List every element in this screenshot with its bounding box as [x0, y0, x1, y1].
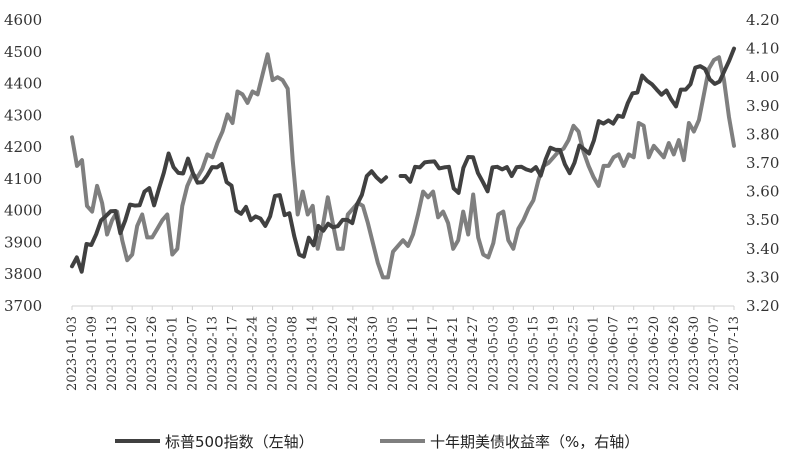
x-tick-label: 2023-02-17 [225, 316, 240, 391]
x-tick-label: 2023-05-15 [526, 316, 541, 391]
x-tick-label: 2023-04-11 [406, 316, 421, 391]
y-left-tick-label: 4200 [4, 138, 42, 156]
y-right-tick-label: 3.20 [746, 297, 779, 315]
x-tick-label: 2023-04-21 [446, 316, 461, 391]
x-tick-label: 2023-04-27 [466, 316, 481, 391]
x-tick-label: 2023-06-20 [647, 316, 662, 391]
y-left-tick-label: 4300 [4, 106, 42, 124]
y-right-tick-label: 3.80 [746, 125, 779, 143]
series-line-sp500 [70, 46, 736, 274]
x-tick-label: 2023-05-19 [546, 316, 561, 391]
y-left-tick-label: 4500 [4, 43, 42, 61]
y-left-axis: 3700 3800 3900 4000 4100 4200 4300 4400 4500 4600 [4, 11, 42, 315]
x-tick-label: 2023-06-30 [687, 316, 702, 391]
x-tick-label: 2023-02-13 [205, 316, 220, 391]
series-line-treasury [70, 52, 736, 280]
legend-label-treasury: 十年期美债收益率（%，右轴） [430, 433, 639, 451]
x-tick-label: 2023-03-14 [306, 316, 321, 391]
x-tick-label: 2023-01-03 [65, 316, 80, 391]
x-tick-label: 2023-02-24 [246, 316, 261, 391]
y-right-tick-label: 4.20 [746, 11, 779, 29]
y-right-tick-label: 3.30 [746, 268, 779, 286]
y-left-tick-label: 3700 [4, 297, 42, 315]
y-left-tick-label: 4000 [4, 202, 42, 220]
y-right-tick-label: 3.40 [746, 240, 779, 258]
x-tick-label: 2023-04-05 [386, 316, 401, 391]
x-tick-label: 2023-06-07 [607, 316, 622, 391]
legend-label-sp500: 标普500指数（左轴） [165, 433, 314, 451]
x-tick-label: 2023-03-08 [286, 316, 301, 391]
x-tick-label: 2023-01-20 [125, 316, 140, 391]
x-tick-label: 2023-05-03 [486, 316, 501, 391]
y-right-tick-label: 4.00 [746, 68, 779, 86]
x-tick-label: 2023-06-13 [627, 316, 642, 391]
plot-area [70, 46, 736, 280]
y-right-tick-label: 3.60 [746, 183, 779, 201]
x-tick-label: 2023-04-17 [426, 316, 441, 391]
y-right-tick-label: 3.70 [746, 154, 779, 172]
x-tick-label: 2023-03-20 [326, 316, 341, 391]
x-tick-label: 2023-02-07 [185, 316, 200, 391]
y-left-tick-label: 4100 [4, 170, 42, 188]
y-right-tick-label: 4.10 [746, 40, 779, 58]
x-tick-label: 2023-06-01 [587, 316, 602, 391]
y-left-tick-label: 4600 [4, 11, 42, 29]
x-tick-label: 2023-07-13 [727, 316, 742, 391]
y-right-axis: 3.20 3.30 3.40 3.50 3.60 3.70 3.80 3.90 4.00 4.10… [746, 11, 779, 315]
x-tick-label: 2023-01-26 [145, 316, 160, 391]
x-tick-label: 2023-02-01 [165, 316, 180, 391]
y-right-tick-label: 3.50 [746, 211, 779, 229]
legend: 标普500指数（左轴） 十年期美债收益率（%，右轴） [115, 433, 639, 451]
y-left-tick-label: 3900 [4, 233, 42, 251]
x-tick-label: 2023-06-26 [667, 316, 682, 391]
x-tick-label: 2023-01-09 [85, 316, 100, 391]
x-tick-label: 2023-03-30 [366, 316, 381, 391]
x-tick-label: 2023-05-09 [506, 316, 521, 391]
y-right-tick-label: 3.90 [746, 97, 779, 115]
x-tick-label: 2023-03-24 [346, 316, 361, 391]
x-tick-label: 2023-05-25 [567, 316, 582, 391]
x-tick-label: 2023-01-13 [105, 316, 120, 391]
x-axis: 2023-01-03 2023-01-09 2023-01-13 2023-01-20… [65, 306, 742, 391]
y-left-tick-label: 4400 [4, 75, 42, 93]
x-tick-label: 2023-07-07 [707, 316, 722, 391]
y-left-tick-label: 3800 [4, 265, 42, 283]
x-tick-label: 2023-03-02 [266, 316, 281, 391]
